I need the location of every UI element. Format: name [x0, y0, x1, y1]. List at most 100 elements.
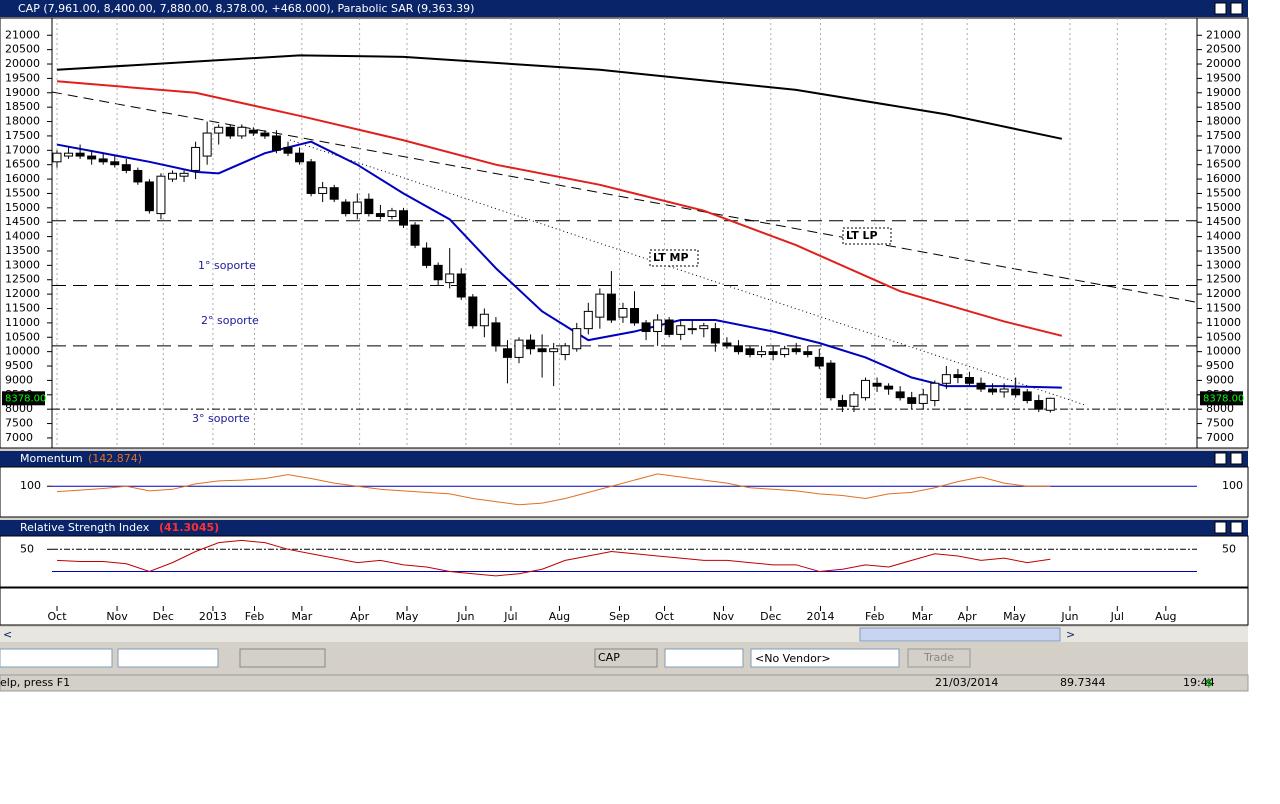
annotation-box — [842, 227, 892, 245]
candle-body — [803, 351, 813, 356]
candle-body — [364, 198, 374, 215]
candle-body — [780, 348, 790, 356]
candle-body — [814, 356, 824, 367]
candle-body — [422, 247, 432, 266]
x-tick-label: Dec — [153, 610, 174, 623]
y-tick-label: 50 — [20, 542, 34, 555]
status-text: elp, press F1 — [0, 676, 70, 689]
indicator-line — [56, 539, 1051, 577]
candle-body — [988, 388, 998, 393]
candle-body — [318, 187, 328, 194]
x-tick-label: Feb — [865, 610, 884, 623]
vendor-text: <No Vendor> — [755, 652, 831, 665]
candle-body — [918, 394, 928, 404]
candle-body — [121, 164, 131, 171]
candle-body — [687, 328, 697, 331]
x-tick-label: May — [396, 610, 419, 623]
y-tick-label: 100 — [1222, 479, 1243, 492]
x-tick-label: Oct — [47, 610, 67, 623]
vendor-combo[interactable] — [750, 648, 900, 668]
candle-body — [295, 152, 305, 163]
candle-body — [733, 345, 743, 353]
candle-body — [791, 348, 801, 353]
pane-header — [0, 0, 1248, 17]
candle-body — [514, 339, 524, 358]
candle-body — [237, 126, 247, 137]
color-palette[interactable] — [239, 648, 326, 668]
candle-body — [225, 126, 235, 137]
candle-body — [710, 328, 720, 344]
period-combo[interactable] — [664, 648, 744, 668]
line-width-combo[interactable] — [117, 648, 219, 668]
y-tick-label: 17000 — [5, 143, 40, 156]
y-tick-label: 10500 — [5, 330, 40, 343]
scroll-left[interactable]: < — [3, 628, 12, 641]
y-tick-label: 19500 — [1206, 71, 1241, 84]
y-tick-label: 7000 — [1206, 431, 1234, 444]
y-tick-label: 11000 — [1206, 316, 1241, 329]
y-tick-label: 18000 — [5, 115, 40, 128]
candle-body — [953, 374, 963, 379]
trade-text: Trade — [923, 651, 954, 664]
candle-body — [664, 319, 674, 335]
candle-body — [329, 187, 339, 200]
x-tick-label: Jun — [1060, 610, 1078, 623]
momentum-pane — [0, 466, 1249, 518]
x-tick-label: 2014 — [806, 610, 834, 623]
y-tick-label: 9500 — [5, 359, 33, 372]
x-tick-label: Dec — [760, 610, 781, 623]
y-tick-label: 14000 — [1206, 230, 1241, 243]
y-tick-label: 11000 — [5, 316, 40, 329]
y-tick-label: 20000 — [1206, 57, 1241, 70]
y-tick-label: 8000 — [1206, 402, 1234, 415]
candle-body — [1022, 391, 1032, 402]
line-style-combo[interactable] — [0, 648, 113, 668]
scroll-right[interactable]: > — [1066, 628, 1075, 641]
last-price-label: 8378.00 — [5, 393, 46, 404]
x-tick-label: 2013 — [199, 610, 227, 623]
last-price-box — [2, 391, 45, 406]
y-tick-label: 11500 — [5, 302, 40, 315]
status-text: 19:44 — [1183, 676, 1215, 689]
candle-body — [872, 382, 882, 387]
candle-body — [399, 210, 409, 226]
y-tick-label: 9500 — [1206, 359, 1234, 372]
y-tick-label: 20500 — [5, 43, 40, 56]
candle-body — [352, 201, 362, 215]
candle-body — [583, 310, 593, 330]
candle-body — [410, 224, 420, 246]
date-axis — [0, 587, 1249, 626]
symbol-field[interactable] — [594, 648, 658, 668]
candle-body — [64, 152, 74, 157]
scroll-thumb[interactable] — [859, 627, 1061, 642]
candle-body — [630, 308, 640, 324]
y-tick-label: 19500 — [5, 71, 40, 84]
x-tick-label: Jul — [503, 610, 517, 623]
y-tick-label: 13000 — [5, 258, 40, 271]
y-tick-label: 10000 — [1206, 345, 1241, 358]
pane-value: (41.3045) — [159, 521, 219, 534]
rsi-pane — [0, 535, 1249, 588]
toolbar — [0, 648, 971, 668]
candle-body — [144, 181, 154, 212]
y-tick-label: 19000 — [5, 86, 40, 99]
y-tick-label: 14500 — [1206, 215, 1241, 228]
x-tick-label: Jul — [1110, 610, 1124, 623]
y-tick-label: 13000 — [1206, 258, 1241, 271]
y-tick-label: 10500 — [1206, 330, 1241, 343]
pane-buttons[interactable] — [1214, 2, 1243, 534]
scrollbar[interactable] — [0, 627, 1248, 642]
candle-body — [595, 293, 605, 318]
candle-body — [618, 308, 628, 318]
candle-body — [491, 322, 501, 347]
trade-button[interactable] — [907, 648, 971, 668]
y-tick-label: 9000 — [5, 373, 33, 386]
candle-body — [757, 351, 767, 356]
y-tick-label: 8000 — [5, 402, 33, 415]
y-tick-label: 14500 — [5, 215, 40, 228]
candle-body — [560, 345, 570, 356]
x-tick-label: Mar — [291, 610, 312, 623]
candle-body — [456, 273, 466, 298]
y-tick-label: 12500 — [1206, 273, 1241, 286]
y-tick-label: 16500 — [5, 158, 40, 171]
